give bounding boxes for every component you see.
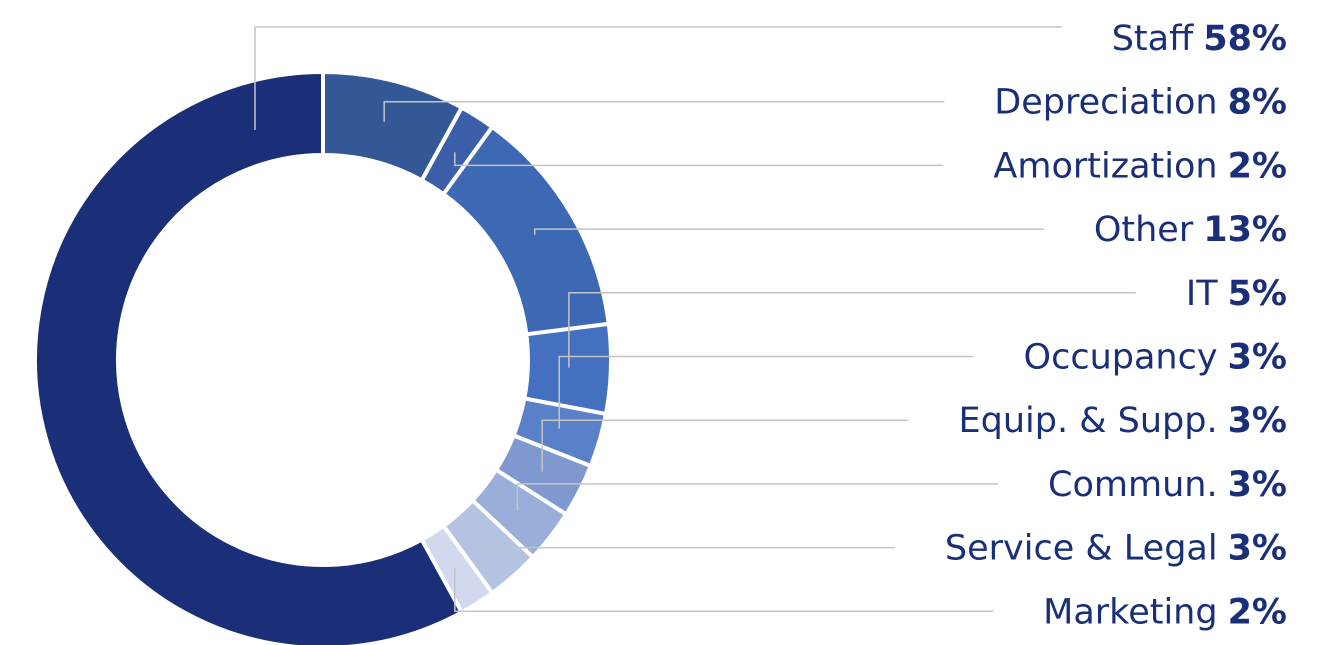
legend-value: 3% xyxy=(1228,401,1287,441)
legend-value: 3% xyxy=(1228,465,1287,505)
legend-name: Depreciation xyxy=(994,83,1217,123)
legend-name: Equip. & Supp. xyxy=(958,401,1217,441)
legend-value: 3% xyxy=(1228,338,1287,378)
leader-line xyxy=(254,26,1062,130)
legend-label: Other 13% xyxy=(1094,210,1287,250)
leader-line xyxy=(558,355,974,429)
legend-value: 2% xyxy=(1228,146,1287,186)
legend-name: Other xyxy=(1094,210,1194,250)
legend-name: Amortization xyxy=(993,146,1217,186)
legend-label: Equip. & Supp. 3% xyxy=(958,401,1287,441)
leader-line xyxy=(454,152,944,167)
leader-line xyxy=(533,228,1044,235)
legend-label: Amortization 2% xyxy=(993,146,1287,186)
legend-value: 2% xyxy=(1228,592,1287,632)
legend-name: Service & Legal xyxy=(945,529,1218,569)
legend-name: IT xyxy=(1186,274,1218,314)
leader-line xyxy=(568,292,1136,368)
legend-label: Commun. 3% xyxy=(1048,465,1287,505)
legend-label: IT 5% xyxy=(1186,274,1287,314)
legend-value: 8% xyxy=(1228,83,1287,123)
legend-name: Staff xyxy=(1112,19,1194,59)
legend-label: Occupancy 3% xyxy=(1024,338,1287,378)
leader-line xyxy=(454,567,994,613)
legend-label: Staff 58% xyxy=(1112,19,1287,59)
legend-label: Marketing 2% xyxy=(1043,592,1287,632)
donut-segment xyxy=(440,124,611,337)
donut-segment xyxy=(33,69,465,645)
leader-line xyxy=(541,419,909,472)
leader-line xyxy=(383,100,945,122)
legend-name: Occupancy xyxy=(1024,338,1218,378)
legend-label: Depreciation 8% xyxy=(994,83,1287,123)
leader-line xyxy=(516,483,999,511)
legend-label: Service & Legal 3% xyxy=(945,529,1287,569)
legend-name: Marketing xyxy=(1043,592,1217,632)
legend-value: 58% xyxy=(1203,19,1287,59)
leader-line xyxy=(484,544,895,549)
legend-value: 13% xyxy=(1203,210,1287,250)
legend-value: 3% xyxy=(1228,529,1287,569)
legend-value: 5% xyxy=(1228,274,1287,314)
legend-name: Commun. xyxy=(1048,465,1218,505)
